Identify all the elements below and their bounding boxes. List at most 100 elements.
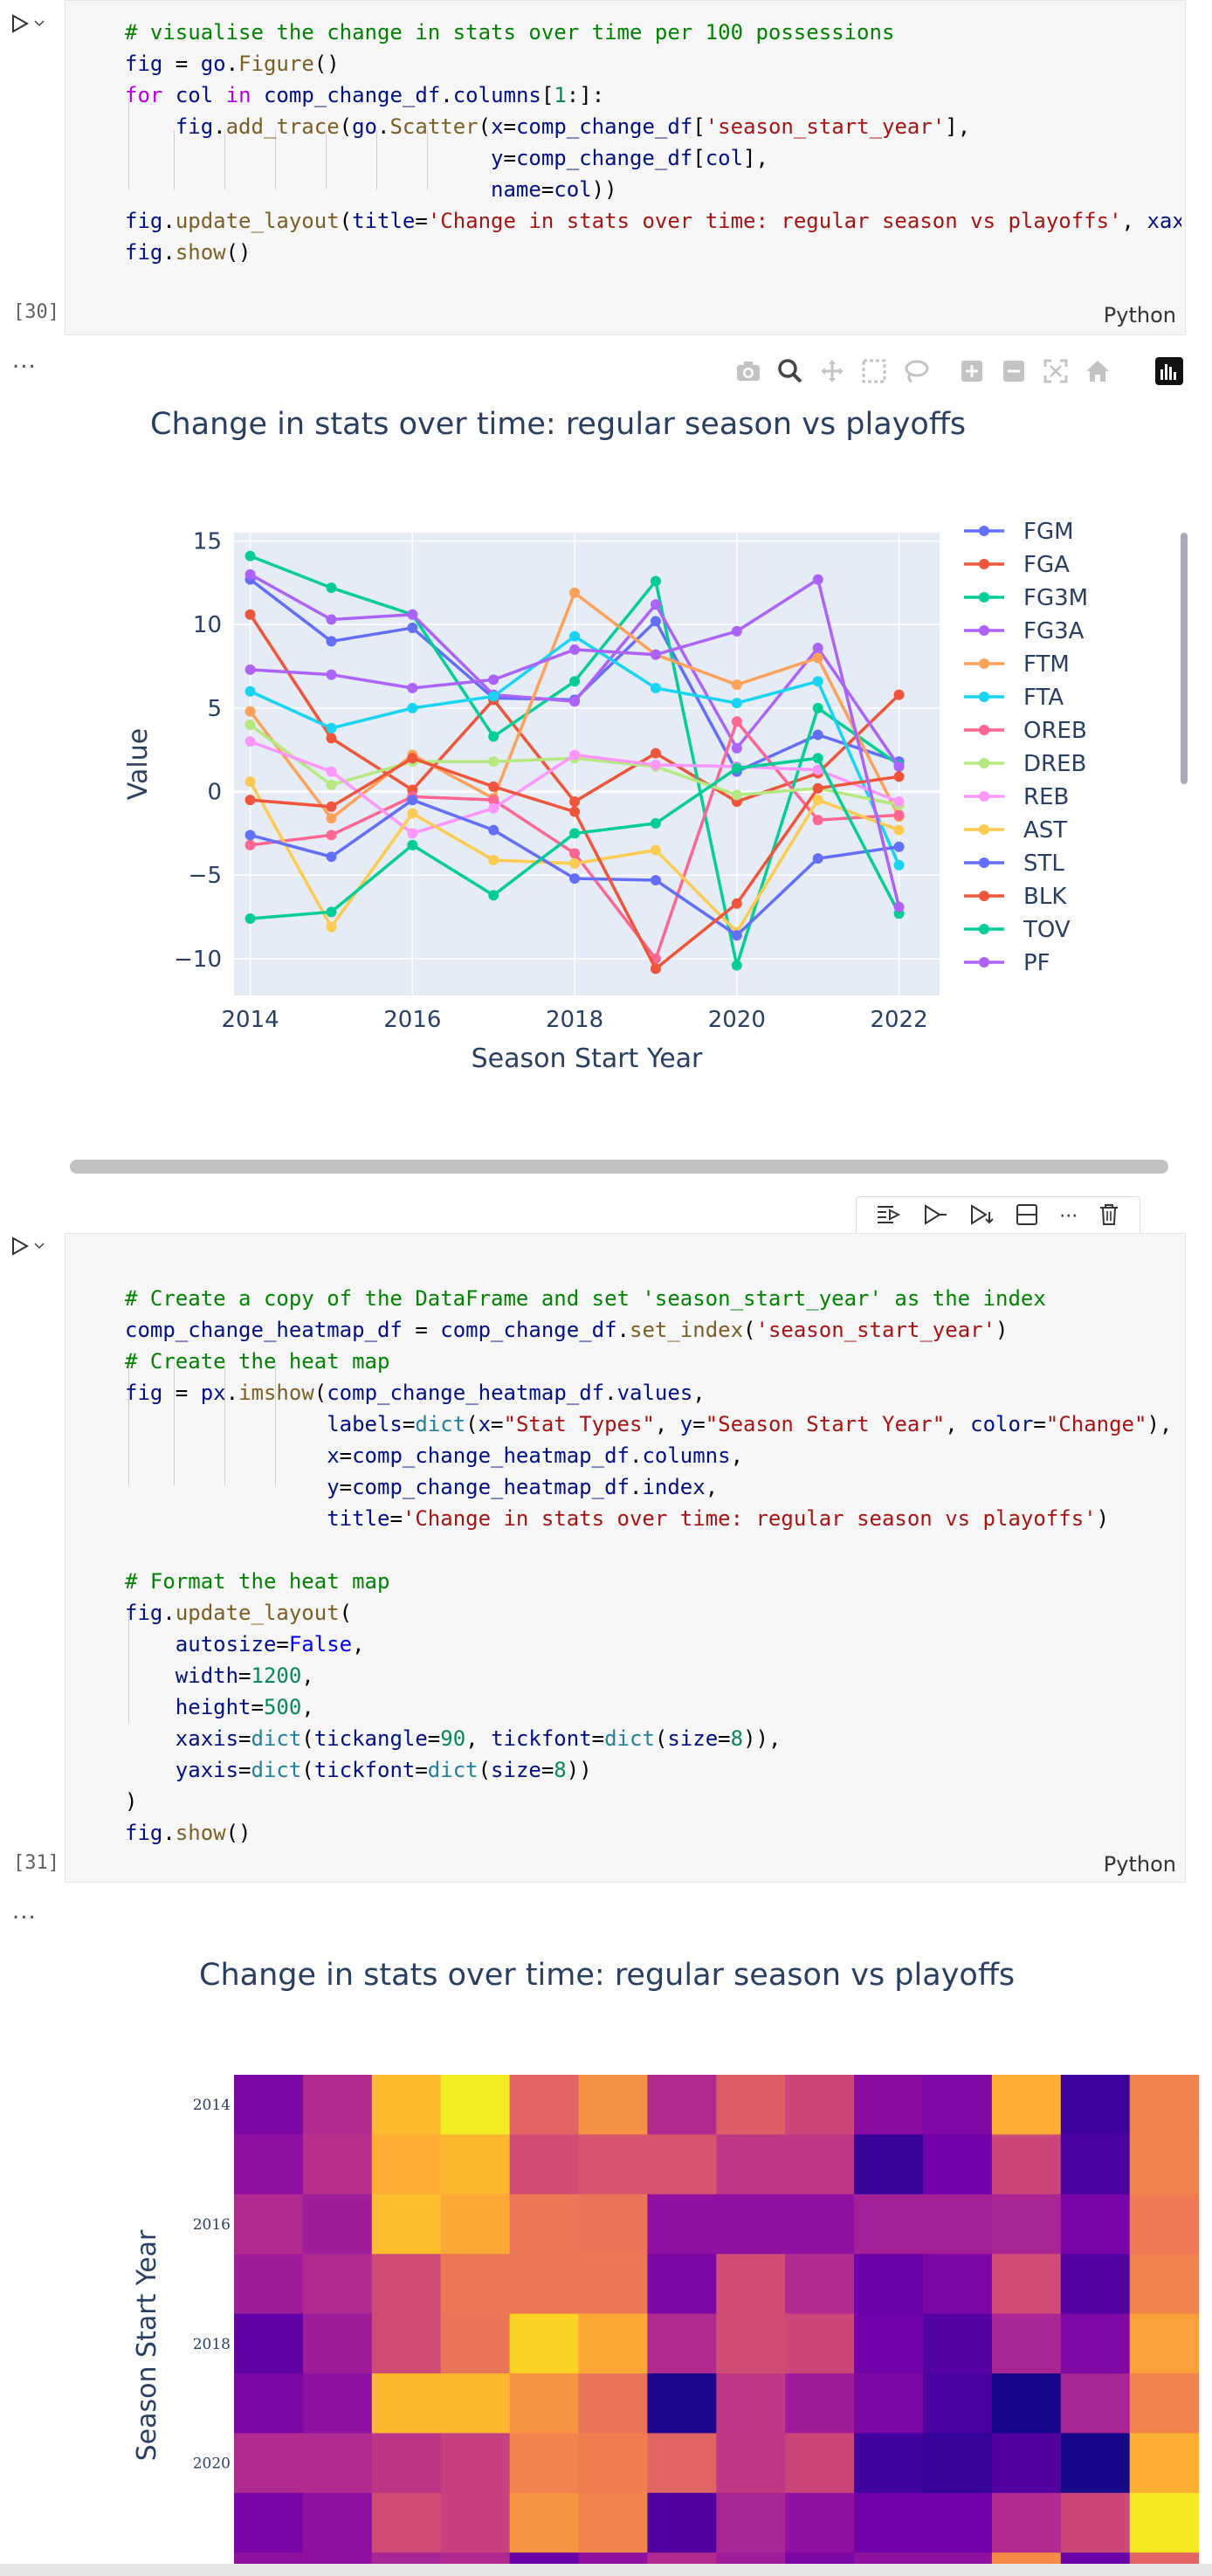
heatmap-cell: [716, 2373, 786, 2434]
heatmap-cell: [854, 2433, 924, 2494]
chart-title: Change in stats over time: regular seaso…: [150, 407, 967, 442]
data-point: [650, 682, 661, 693]
legend-label: FG3M: [1023, 585, 1088, 611]
heatmap-cell: [1129, 2075, 1200, 2135]
heatmap-cell: [371, 2254, 442, 2315]
data-point: [650, 874, 661, 885]
data-point: [731, 960, 742, 971]
code-editor[interactable]: # Create a copy of the DataFrame and set…: [13, 1233, 1186, 1883]
data-point: [569, 587, 581, 598]
run-cell-icon[interactable]: [922, 1203, 948, 1229]
plotly-modebar: [733, 356, 1212, 388]
heatmap-cell: [923, 2313, 993, 2374]
output-ellipsis[interactable]: ...: [12, 348, 37, 374]
legend-marker: [979, 957, 989, 968]
heatmap-cell: [785, 2313, 855, 2374]
pan-icon[interactable]: [817, 356, 847, 386]
run-cell-button[interactable]: [10, 1233, 45, 1259]
more-icon[interactable]: ···: [1059, 1205, 1078, 1228]
zoom-in-icon[interactable]: [957, 356, 987, 386]
data-point: [244, 913, 256, 924]
heatmap-cell: [716, 2075, 786, 2135]
heatmap-cell: [578, 2134, 648, 2195]
heatmap-cell: [234, 2134, 304, 2195]
output-horizontal-scrollbar[interactable]: [70, 1160, 1168, 1174]
data-point: [812, 764, 823, 775]
data-point: [650, 649, 661, 660]
heatmap-cell: [923, 2492, 993, 2553]
legend-label: OREB: [1023, 718, 1087, 744]
data-point: [488, 731, 499, 742]
data-point: [488, 781, 499, 792]
heatmap-cell: [302, 2373, 373, 2434]
data-point: [407, 702, 418, 713]
output-vertical-scrollbar[interactable]: [1181, 533, 1188, 784]
data-point: [893, 841, 905, 852]
data-point: [326, 813, 337, 824]
zoom-icon[interactable]: [775, 356, 805, 386]
heatmap-cell: [234, 2552, 304, 2564]
legend-marker: [979, 592, 989, 603]
reset-axes-icon[interactable]: [1083, 356, 1112, 386]
heatmap-cell: [371, 2433, 442, 2494]
camera-icon[interactable]: [733, 356, 763, 386]
heatmap-cell: [785, 2433, 855, 2494]
data-point: [326, 766, 337, 777]
data-point: [812, 729, 823, 740]
heatmap-cell: [1060, 2433, 1131, 2494]
data-point: [812, 643, 823, 654]
heatmap-cell: [647, 2373, 717, 2434]
legend-label: AST: [1023, 817, 1067, 844]
heatmap-cell: [1129, 2134, 1200, 2195]
code-line: fig.add_trace(go.Scatter(x=comp_change_d…: [175, 114, 971, 139]
legend-marker: [979, 658, 989, 669]
data-point: [488, 691, 499, 702]
heatmap-cell: [716, 2254, 786, 2315]
heatmap-cell: [302, 2134, 373, 2195]
data-point: [244, 795, 256, 806]
heatmap-cell: [234, 2194, 304, 2255]
heatmap-cell: [1060, 2492, 1131, 2553]
heatmap-cell: [991, 2194, 1062, 2255]
heatmap-cell: [509, 2075, 580, 2135]
page-bottom-scrollbar[interactable]: [0, 2564, 1212, 2576]
legend-marker: [979, 559, 989, 569]
split-cell-icon[interactable]: [1015, 1203, 1039, 1229]
heatmap-cell: [716, 2313, 786, 2374]
data-point: [407, 839, 418, 851]
y-tick-label: −5: [189, 863, 222, 889]
data-point: [812, 853, 823, 864]
data-point: [407, 753, 418, 764]
heatmap-cell: [647, 2134, 717, 2195]
code-text: # visualise the change in stats over tim…: [125, 17, 1181, 268]
data-point: [244, 550, 256, 561]
box-select-icon[interactable]: [859, 356, 889, 386]
heatmap-cell: [923, 2194, 993, 2255]
heatmap-cell: [991, 2433, 1062, 2494]
heatmap-cell: [440, 2134, 511, 2195]
data-point: [326, 801, 337, 812]
heatmap-cell: [716, 2492, 786, 2553]
zoom-out-icon[interactable]: [999, 356, 1029, 386]
cell-language[interactable]: Python: [1103, 303, 1176, 327]
data-point: [326, 921, 337, 933]
heatmap-cell: [440, 2313, 511, 2374]
run-cell-button[interactable]: [10, 10, 45, 37]
data-point: [731, 625, 742, 637]
code-line: y=comp_change_df[col],: [491, 146, 768, 170]
data-point: [326, 582, 337, 594]
y-tick-label: 2020: [193, 2455, 231, 2473]
data-point: [812, 753, 823, 764]
heatmap-cell: [302, 2075, 373, 2135]
delete-icon[interactable]: [1098, 1202, 1120, 1230]
autoscale-icon[interactable]: [1041, 356, 1071, 386]
data-point: [893, 901, 905, 913]
code-editor[interactable]: # visualise the change in stats over tim…: [13, 0, 1186, 335]
cell-language[interactable]: Python: [1103, 1852, 1176, 1877]
plotly-logo-icon[interactable]: [1154, 356, 1184, 386]
heatmap-cell: [647, 2433, 717, 2494]
run-above-icon[interactable]: [876, 1203, 902, 1229]
run-below-icon[interactable]: [968, 1203, 995, 1229]
lasso-icon[interactable]: [901, 356, 931, 386]
output-ellipsis[interactable]: ...: [12, 1898, 37, 1925]
